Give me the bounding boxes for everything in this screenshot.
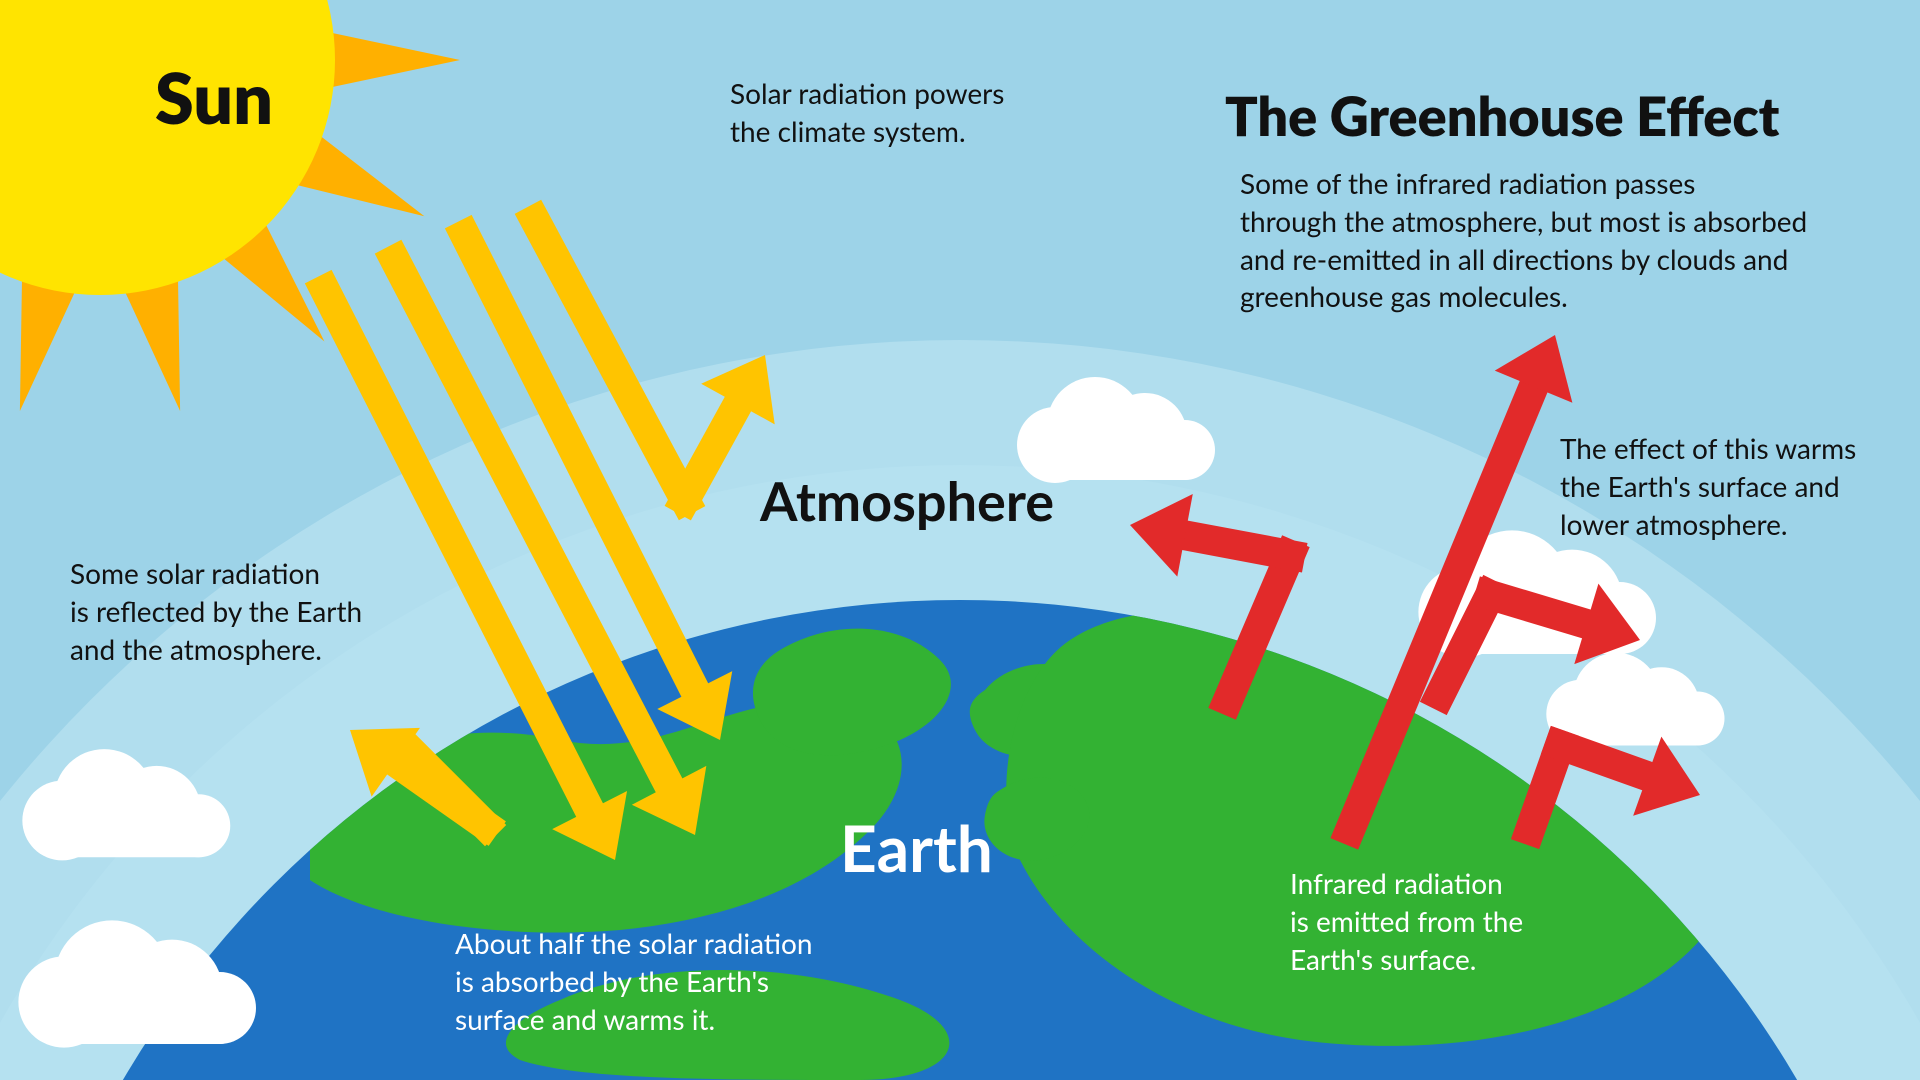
diagram-stage: Sun Atmosphere Earth The Greenhouse Effe… bbox=[0, 0, 1920, 1080]
sun-label: Sun bbox=[155, 50, 273, 145]
caption-half-absorbed: About half the solar radiation is absorb… bbox=[455, 925, 813, 1038]
caption-solar-powers: Solar radiation powers the climate syste… bbox=[730, 75, 1004, 151]
diagram-title: The Greenhouse Effect bbox=[1225, 80, 1779, 153]
caption-ir-absorbed: Some of the infrared radiation passes th… bbox=[1240, 165, 1807, 316]
atmosphere-label: Atmosphere bbox=[760, 465, 1054, 538]
caption-some-reflected: Some solar radiation is reflected by the… bbox=[70, 555, 362, 668]
earth-label: Earth bbox=[840, 805, 993, 891]
caption-ir-emitted: Infrared radiation is emitted from the E… bbox=[1290, 865, 1523, 978]
caption-warms-surface: The effect of this warms the Earth's sur… bbox=[1560, 430, 1856, 543]
